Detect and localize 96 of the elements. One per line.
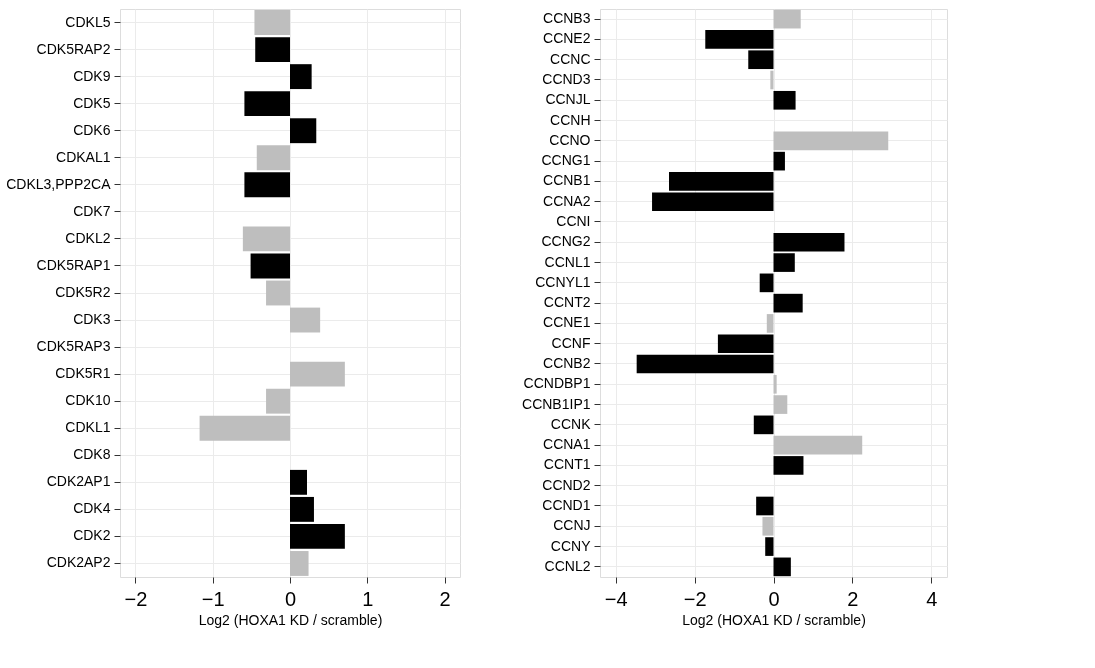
y-tick-label: CDK2 <box>73 527 111 544</box>
x-axis-title: Log2 (HOXA1 KD / scramble) <box>682 611 866 628</box>
y-tick-label: CCNJL <box>545 91 591 108</box>
y-tick-label: CDKL3,PPP2CA <box>6 175 112 192</box>
bar <box>290 551 309 576</box>
bar <box>759 273 774 293</box>
y-tick-label: CCNB1IP1 <box>522 395 591 412</box>
y-tick-label: CCND3 <box>542 71 591 87</box>
bar <box>242 226 290 252</box>
bar <box>290 64 312 90</box>
y-tick-label: CDK10 <box>65 392 111 409</box>
x-tick-label: −1 <box>201 587 225 610</box>
bar <box>753 415 774 435</box>
bar <box>756 496 774 516</box>
bar <box>290 118 317 144</box>
y-tick-label: CCNC <box>550 50 591 67</box>
bar <box>256 145 290 171</box>
bar <box>266 388 290 414</box>
bar <box>266 280 290 306</box>
y-tick-label: CDK9 <box>73 67 111 84</box>
y-tick-label: CCNO <box>549 131 591 148</box>
y-tick-label: CDK3 <box>73 311 111 328</box>
y-tick-label: CDK4 <box>73 500 111 517</box>
bar <box>250 253 290 279</box>
y-tick-label: CCNYL1 <box>535 273 591 290</box>
y-tick-label: CCNK <box>550 415 592 432</box>
y-tick-label: CCNY <box>550 537 592 554</box>
y-tick-label: CDK6 <box>73 121 111 138</box>
y-tick-label: CDKAL1 <box>56 148 111 165</box>
x-tick-label: 0 <box>768 587 780 610</box>
bar <box>290 307 321 333</box>
x-tick-label: −2 <box>683 587 707 610</box>
y-tick-label: CCNB1 <box>543 172 591 189</box>
y-tick-label: CDKL2 <box>65 229 111 246</box>
y-tick-label: CDK5RAP3 <box>36 338 111 355</box>
y-tick-label: CDK5RAP1 <box>36 256 111 273</box>
bar <box>290 469 307 495</box>
bar <box>765 537 774 556</box>
y-tick-label: CDKL5 <box>65 13 111 30</box>
y-tick-label: CCNF <box>551 334 591 351</box>
bar <box>290 496 314 522</box>
y-tick-label: CCNH <box>550 111 591 128</box>
y-tick-label: CCNT1 <box>543 456 591 473</box>
x-tick-label: 2 <box>439 587 451 610</box>
bar <box>773 151 785 171</box>
bar <box>773 435 863 455</box>
y-tick-label: CCNG2 <box>541 233 591 250</box>
y-tick-label: CCNB2 <box>543 355 591 371</box>
y-tick-label: CDK5RAP2 <box>36 40 111 57</box>
y-tick-label: CDKL1 <box>65 419 111 436</box>
x-tick-label: 1 <box>362 587 374 610</box>
bar <box>770 70 774 90</box>
bar <box>773 9 801 29</box>
bar <box>773 90 796 110</box>
y-tick-label: CDK5 <box>73 94 111 111</box>
y-tick-label: CCNJ <box>553 517 591 534</box>
y-tick-label: CDK8 <box>73 446 111 463</box>
x-tick-label: −4 <box>604 587 628 610</box>
y-tick-label: CCNL1 <box>544 253 591 270</box>
x-axis-title: Log2 (HOXA1 KD / scramble) <box>198 611 383 628</box>
y-tick-label: CCNA2 <box>543 192 591 209</box>
bar <box>766 314 774 333</box>
y-tick-label: CCNG1 <box>541 152 591 169</box>
y-tick-label: CCNL2 <box>544 557 591 574</box>
y-tick-label: CDK2AP1 <box>46 473 111 490</box>
bar <box>244 91 290 117</box>
y-tick-label: CDK2AP2 <box>46 554 111 571</box>
y-tick-label: CCNE2 <box>543 30 591 47</box>
bar <box>636 354 774 374</box>
y-tick-label: CDK7 <box>73 202 111 219</box>
bar <box>773 293 803 313</box>
y-tick-label: CDK5R1 <box>55 365 111 382</box>
x-tick-label: 2 <box>847 587 859 610</box>
bar <box>254 10 290 35</box>
y-tick-label: CCNA1 <box>543 436 591 453</box>
bar <box>762 516 774 536</box>
bar <box>773 557 791 577</box>
x-tick-label: −2 <box>124 587 148 610</box>
y-tick-label: CCNT2 <box>543 294 591 311</box>
bar <box>244 172 290 198</box>
bar <box>773 456 804 475</box>
bar <box>717 334 774 354</box>
y-tick-label: CCNE1 <box>543 314 591 331</box>
bar <box>773 131 889 151</box>
bar <box>290 523 345 549</box>
x-tick-label: 4 <box>926 587 938 610</box>
bar <box>290 361 345 387</box>
y-tick-label: CCND1 <box>542 497 591 513</box>
bar <box>255 37 290 63</box>
y-tick-label: CCNDBP1 <box>523 375 591 392</box>
bar <box>199 415 290 441</box>
y-tick-label: CDK5R2 <box>55 284 111 300</box>
x-tick-label: 0 <box>284 587 297 610</box>
y-tick-label: CCND2 <box>542 476 591 493</box>
y-tick-label: CCNB3 <box>543 10 591 27</box>
y-tick-label: CCNI <box>556 213 591 229</box>
